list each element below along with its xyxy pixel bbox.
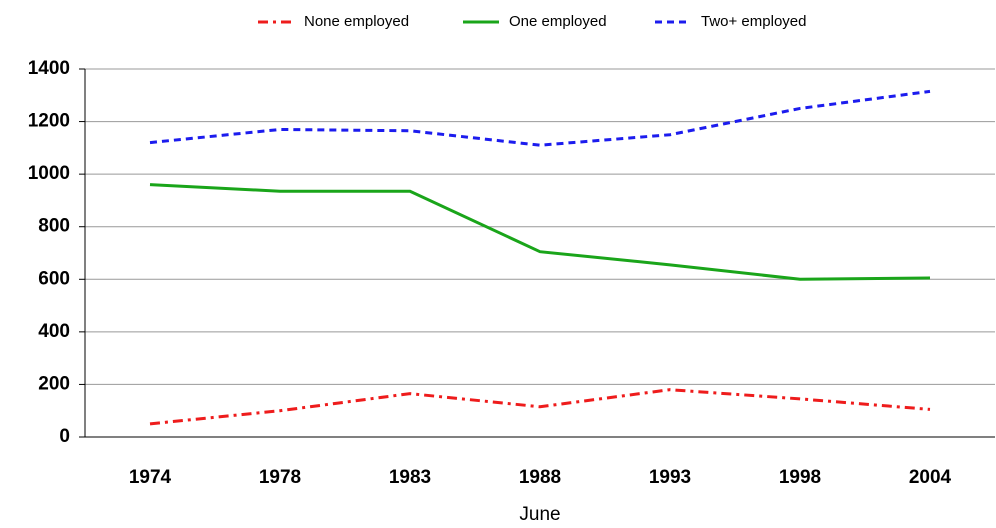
y-tick-label: 1200 bbox=[28, 111, 70, 132]
series-line bbox=[149, 183, 931, 281]
x-tick-label: 1993 bbox=[649, 467, 691, 488]
y-tick-label: 1400 bbox=[28, 58, 70, 79]
x-tick-label: 1988 bbox=[519, 467, 561, 488]
y-tick-label: 200 bbox=[38, 373, 70, 394]
x-tick-label: 1974 bbox=[129, 467, 172, 488]
x-tick-label: 1983 bbox=[389, 467, 431, 488]
x-tick-label: 1998 bbox=[779, 467, 821, 488]
x-tick-label: 1978 bbox=[259, 467, 301, 488]
y-tick-label: 800 bbox=[38, 216, 70, 237]
y-tick-label: 0 bbox=[59, 426, 70, 447]
series-line bbox=[149, 388, 931, 426]
legend-label: Two+ employed bbox=[701, 13, 806, 30]
y-tick-label: 1000 bbox=[28, 163, 70, 184]
y-tick-label: 600 bbox=[38, 268, 70, 289]
x-tick-label: 2004 bbox=[909, 467, 952, 488]
legend-label: One employed bbox=[509, 13, 607, 30]
x-axis-label: June bbox=[519, 504, 560, 525]
series-line bbox=[149, 89, 931, 147]
y-tick-label: 400 bbox=[38, 321, 70, 342]
legend-label: None employed bbox=[304, 13, 409, 30]
